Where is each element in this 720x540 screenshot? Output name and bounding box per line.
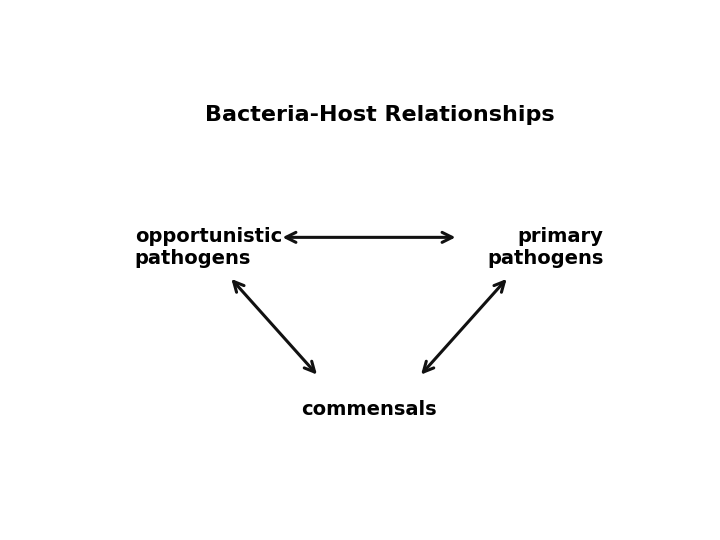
Text: commensals: commensals — [301, 401, 437, 420]
Text: opportunistic
pathogens: opportunistic pathogens — [135, 227, 282, 268]
Text: primary
pathogens: primary pathogens — [487, 227, 603, 268]
Text: Bacteria-Host Relationships: Bacteria-Host Relationships — [205, 105, 555, 125]
